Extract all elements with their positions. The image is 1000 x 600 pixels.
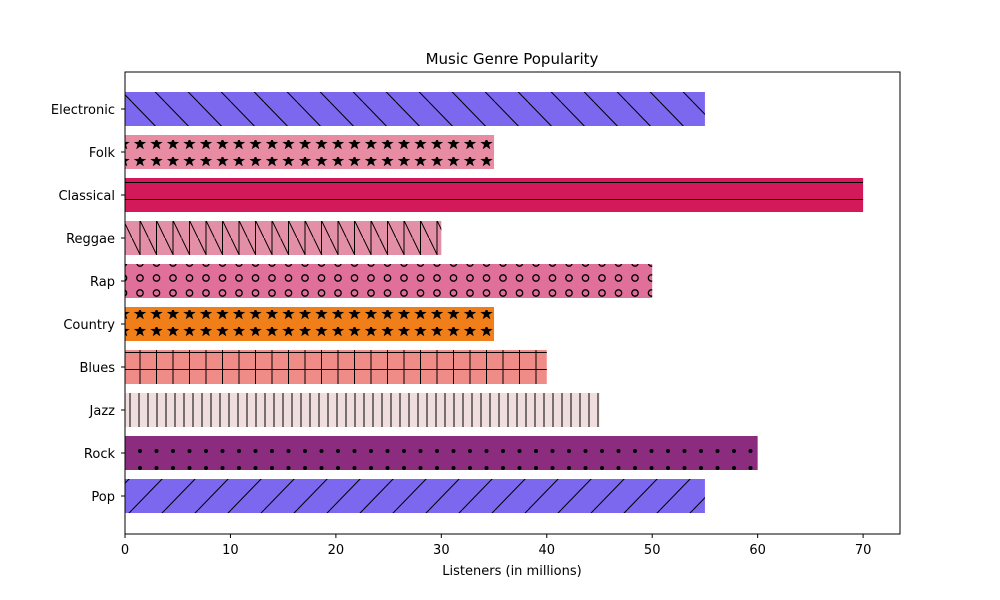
y-tick-label-rap: Rap [90,275,115,290]
bar-folk [125,135,495,169]
x-tick-label-0: 0 [121,543,129,558]
x-tick-label-10: 10 [222,543,239,558]
x-tick-label-60: 60 [749,543,766,558]
bar-hatch-rap [125,264,653,298]
bar-hatch-country [125,307,495,341]
y-tick-label-classical: Classical [58,189,115,204]
y-axis: Pop Rock Jazz Blues Country Rap Reggae Classica… [51,103,125,505]
bar-country [125,307,495,341]
bar-blues [125,350,547,384]
chart-title: Music Genre Popularity [426,50,599,68]
bar-hatch-pop [125,479,705,513]
y-tick-label-jazz: Jazz [89,404,116,419]
y-tick-label-pop: Pop [91,490,115,505]
x-tick-label-30: 30 [433,543,450,558]
bar-hatch-blues [125,350,547,384]
y-tick-label-folk: Folk [89,146,116,161]
bar-hatch-reggae [125,221,442,255]
bar-reggae [125,221,442,255]
x-tick-label-40: 40 [538,543,555,558]
bars-layer [125,92,864,513]
bar-hatch-folk [125,135,495,169]
bar-hatch-rock [125,436,758,470]
bar-hatch-electronic [125,92,705,126]
bar-electronic [125,92,705,126]
x-tick-label-50: 50 [644,543,661,558]
y-tick-label-rock: Rock [84,447,116,462]
y-tick-label-country: Country [63,318,115,333]
x-tick-label-70: 70 [855,543,872,558]
y-tick-label-electronic: Electronic [51,103,115,118]
x-tick-label-20: 20 [328,543,345,558]
bar-jazz [125,393,600,427]
y-tick-label-reggae: Reggae [66,232,115,247]
bar-classical [125,178,864,212]
plot-frame [124,71,901,535]
bar-rap [125,264,653,298]
bar-rock [125,436,758,470]
x-axis: 0 10 20 30 40 50 60 70 [121,534,872,558]
x-axis-label: Listeners (in millions) [442,564,581,579]
bar-hatch-classical [125,178,864,212]
y-tick-label-blues: Blues [79,361,115,376]
bar-pop [125,479,705,513]
bar-hatch-jazz [125,393,600,427]
